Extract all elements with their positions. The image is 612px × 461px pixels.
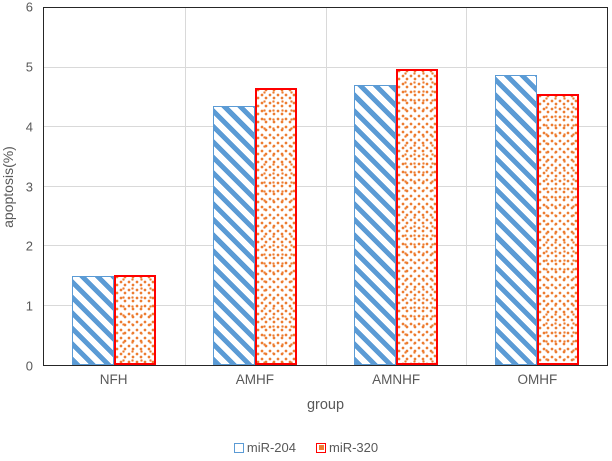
bar-mir-204-omhf: [494, 74, 537, 365]
bar-mir-204-nfh: [72, 275, 115, 365]
y-tick-label: 5: [25, 59, 33, 75]
bar-mir-320-nfh: [114, 274, 157, 365]
legend-item-mir-320: miR-320: [316, 440, 378, 455]
x-tick-label-amnhf: AMNHF: [372, 372, 421, 387]
x-tick-label-omhf: OMHF: [517, 372, 558, 387]
bar-group-nfh: [44, 8, 185, 365]
bar-mir-320-amhf: [255, 88, 298, 365]
bar-mir-320-amnhf: [395, 68, 438, 365]
y-tick-label: 6: [25, 0, 33, 15]
plot-area: [43, 7, 608, 366]
y-tick-label: 3: [25, 179, 33, 194]
bar-mir-320-omhf: [536, 94, 579, 365]
y-tick-label: 2: [25, 238, 33, 254]
category-boundary-gridline: [184, 8, 186, 365]
y-tick-label: 1: [25, 298, 33, 314]
mir-204-swatch-icon: [233, 442, 244, 453]
bar-groups: [44, 8, 607, 365]
legend-label: miR-204: [246, 440, 296, 455]
mir-320-swatch-icon: [316, 442, 326, 453]
legend-item-mir-204: miR-204: [233, 440, 296, 455]
legend-label: miR-320: [329, 440, 379, 455]
x-axis-tick-labels: NFH AMHF AMNHF OMHF: [43, 372, 608, 387]
bar-group-omhf: [466, 8, 607, 365]
y-tick-label: 0: [25, 358, 33, 374]
bar-group-amhf: [185, 8, 326, 365]
legend: miR-204 miR-320: [0, 440, 612, 455]
y-axis-tick-labels: 0 1 2 3 4 5 6: [0, 1, 37, 373]
bar-mir-204-amnhf: [353, 85, 396, 365]
bar-mir-204-amhf: [213, 105, 256, 365]
category-boundary-gridline: [466, 8, 468, 365]
y-tick-label: 4: [25, 119, 33, 135]
category-boundary-gridline: [325, 8, 327, 365]
x-tick-label-amhf: AMHF: [235, 372, 274, 387]
x-axis-title: group: [306, 397, 345, 413]
bar-group-amnhf: [326, 8, 467, 365]
x-tick-label-nfh: NFH: [99, 372, 128, 387]
